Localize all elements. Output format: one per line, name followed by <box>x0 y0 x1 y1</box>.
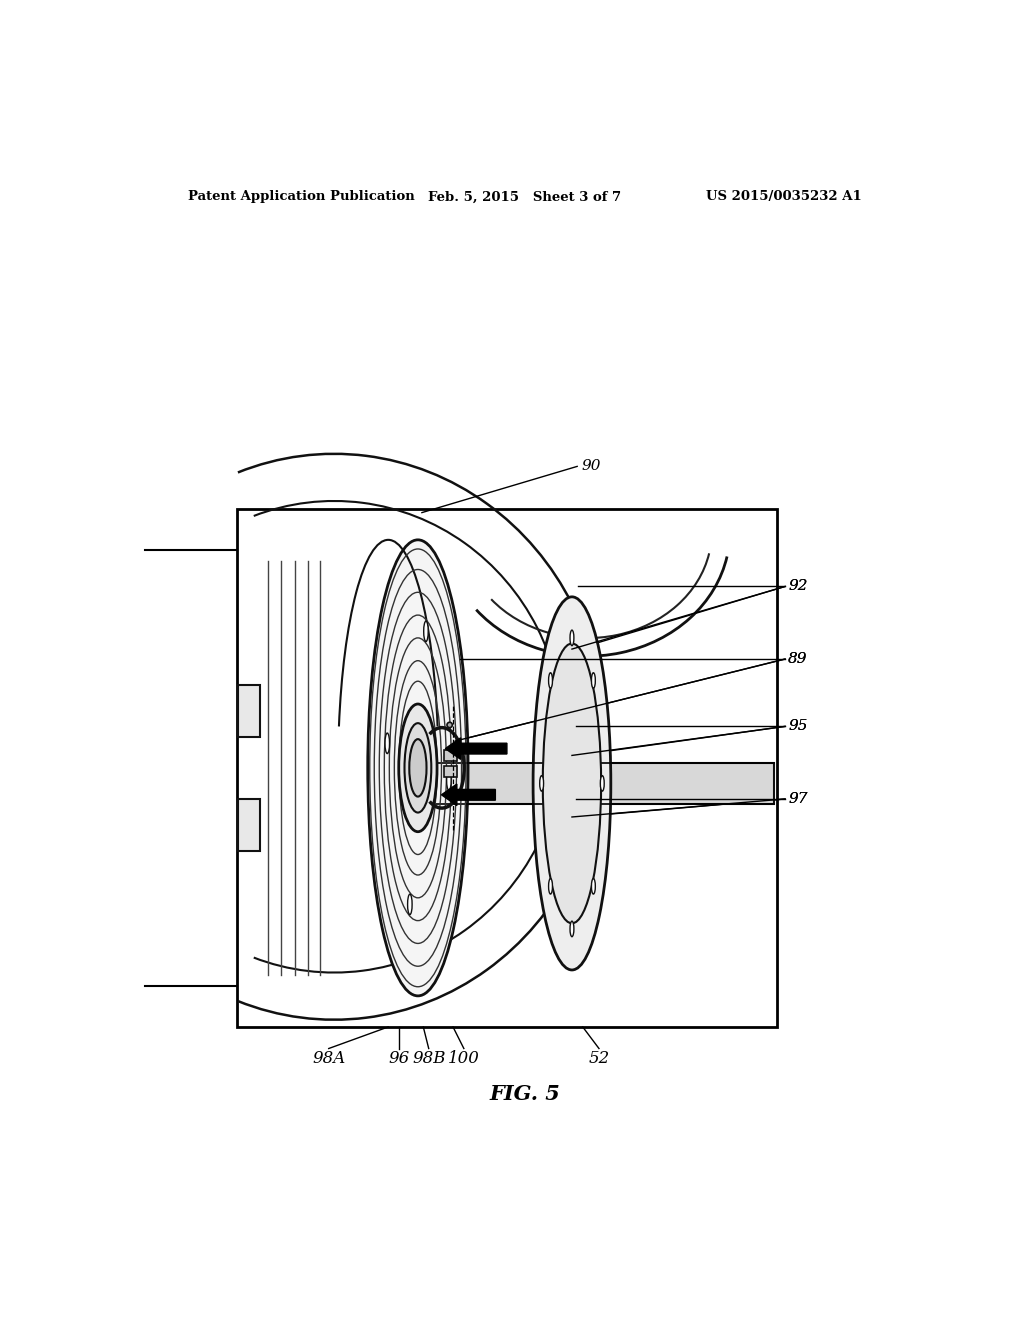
Bar <box>239 799 260 851</box>
Text: Feb. 5, 2015   Sheet 3 of 7: Feb. 5, 2015 Sheet 3 of 7 <box>428 190 622 203</box>
Ellipse shape <box>592 673 595 688</box>
Text: 95: 95 <box>788 719 808 734</box>
Ellipse shape <box>540 776 544 791</box>
Text: Patent Application Publication: Patent Application Publication <box>188 190 415 203</box>
Ellipse shape <box>592 879 595 894</box>
Text: 90: 90 <box>581 459 600 474</box>
Ellipse shape <box>385 733 389 754</box>
Bar <box>239 685 260 737</box>
Bar <box>444 766 458 776</box>
Text: FIG. 5: FIG. 5 <box>489 1084 560 1104</box>
Text: 92: 92 <box>788 579 808 594</box>
Ellipse shape <box>424 620 428 642</box>
Bar <box>418 763 773 804</box>
FancyArrow shape <box>445 738 507 759</box>
Text: 98A: 98A <box>312 1051 345 1067</box>
Ellipse shape <box>398 704 437 832</box>
Ellipse shape <box>410 739 427 796</box>
Text: 96: 96 <box>388 1051 410 1067</box>
Ellipse shape <box>549 673 553 688</box>
Text: 100: 100 <box>447 1051 480 1067</box>
Text: 98B: 98B <box>412 1051 445 1067</box>
Circle shape <box>447 722 453 727</box>
Text: 95: 95 <box>788 719 808 734</box>
Ellipse shape <box>570 630 573 645</box>
Ellipse shape <box>600 776 604 791</box>
Ellipse shape <box>368 540 468 995</box>
Text: 97: 97 <box>788 792 808 807</box>
Text: 92: 92 <box>788 579 808 594</box>
Ellipse shape <box>570 921 573 937</box>
Ellipse shape <box>408 894 412 915</box>
Ellipse shape <box>549 879 553 894</box>
Ellipse shape <box>543 643 601 923</box>
Ellipse shape <box>404 723 431 813</box>
Ellipse shape <box>446 770 452 791</box>
Text: US 2015/0035232 A1: US 2015/0035232 A1 <box>707 190 862 203</box>
Bar <box>237 508 777 1027</box>
Text: 89: 89 <box>788 652 808 667</box>
Ellipse shape <box>534 597 611 970</box>
FancyArrow shape <box>441 784 496 805</box>
Text: 52: 52 <box>589 1051 609 1067</box>
Bar <box>444 750 458 760</box>
Text: 89: 89 <box>788 652 808 667</box>
Text: 97: 97 <box>788 792 808 807</box>
